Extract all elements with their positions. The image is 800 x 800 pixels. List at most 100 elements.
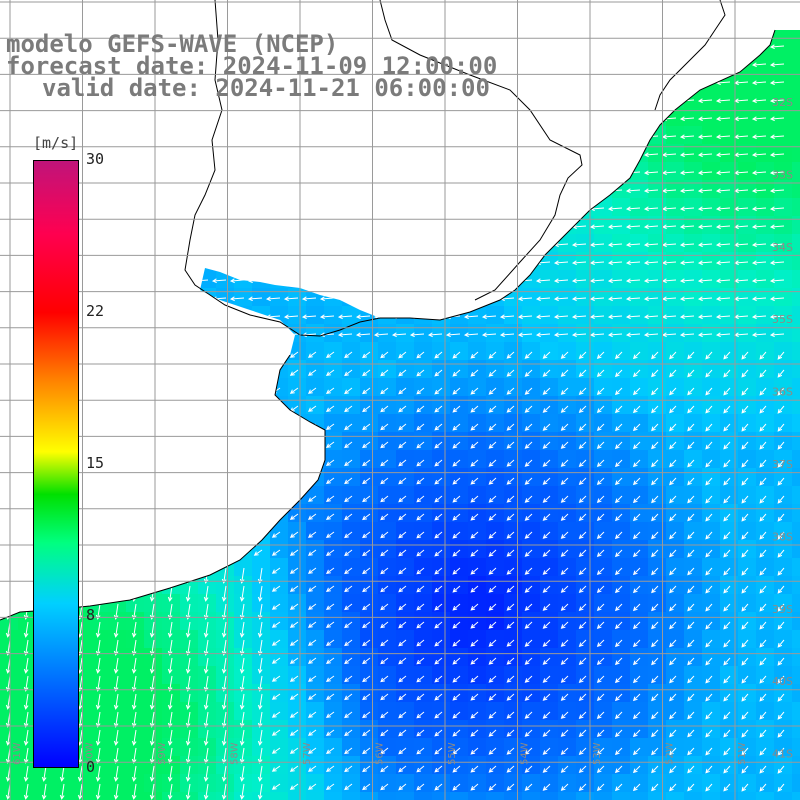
field-cell (252, 252, 270, 270)
wind-arrow (578, 585, 587, 594)
wind-arrow (301, 278, 317, 284)
wind-arrow (777, 711, 785, 720)
wind-arrow (553, 278, 569, 284)
field-cell (432, 396, 450, 414)
wind-arrow (1, 351, 11, 357)
wind-arrow (445, 296, 461, 302)
field-cell (198, 396, 216, 414)
wind-arrow (221, 567, 227, 584)
wind-arrow (211, 206, 227, 212)
field-cell (234, 288, 252, 306)
wind-arrow (398, 585, 407, 593)
field-cell (756, 270, 774, 288)
wind-arrow (139, 332, 155, 338)
wind-arrow (127, 441, 137, 448)
wind-arrow (463, 134, 479, 140)
field-cell (468, 270, 486, 288)
wind-arrow (705, 549, 713, 558)
field-cell (108, 702, 126, 720)
wind-arrow (499, 98, 515, 104)
field-cell (432, 720, 450, 738)
wind-arrow (524, 621, 533, 629)
wind-arrow (607, 80, 623, 86)
field-cell (90, 612, 108, 630)
wind-arrow (185, 747, 191, 764)
wind-arrow (759, 351, 767, 360)
wind-arrow (759, 675, 767, 684)
wind-arrow (578, 423, 587, 432)
field-cell (702, 306, 720, 324)
field-cell (630, 738, 648, 756)
field-cell (684, 180, 702, 198)
field-cell (108, 648, 126, 666)
field-cell (684, 90, 702, 108)
wind-arrow (643, 62, 659, 68)
field-cell (252, 414, 270, 432)
wind-arrow (157, 278, 173, 284)
field-cell (630, 396, 648, 414)
field-cell (648, 180, 666, 198)
field-cell (216, 342, 234, 360)
field-cell (522, 792, 540, 800)
field-cell (450, 162, 468, 180)
wind-arrow (380, 675, 389, 683)
wind-arrow (149, 711, 155, 728)
longitude-label: 53W (592, 742, 603, 765)
field-cell (108, 450, 126, 468)
wind-arrow (488, 711, 497, 719)
wind-arrow (163, 387, 173, 394)
field-cell (414, 396, 432, 414)
wind-arrow (416, 639, 425, 647)
wind-arrow (181, 549, 191, 556)
field-cell (234, 756, 252, 774)
wind-arrow (705, 513, 713, 522)
wind-arrow (524, 675, 533, 683)
wind-arrow (632, 531, 641, 540)
wind-arrow (715, 98, 731, 104)
field-cell (540, 720, 558, 738)
wind-arrow (409, 296, 425, 302)
wind-arrow (651, 657, 659, 666)
field-cell (450, 612, 468, 630)
wind-arrow (121, 296, 137, 302)
wind-arrow (157, 152, 173, 158)
wind-arrow (109, 549, 119, 556)
field-cell (792, 576, 800, 594)
wind-arrow (524, 639, 533, 647)
wind-arrow (607, 44, 623, 50)
wind-arrow (488, 369, 497, 377)
field-cell (684, 702, 702, 720)
wind-arrow (632, 747, 641, 756)
longitude-label: 55W (447, 742, 458, 765)
field-cell (126, 306, 144, 324)
wind-arrow (199, 441, 209, 448)
wind-arrow (715, 152, 731, 158)
field-cell (540, 792, 558, 800)
wind-arrow (434, 531, 443, 539)
field-cell (270, 234, 288, 252)
field-cell (144, 486, 162, 504)
wind-arrow (488, 585, 497, 593)
field-cell (504, 342, 522, 360)
field-cell (630, 432, 648, 450)
field-cell (378, 630, 396, 648)
wind-arrow (247, 134, 263, 140)
field-cell (162, 306, 180, 324)
field-cell (540, 648, 558, 666)
wind-arrow (13, 242, 29, 248)
field-cell (720, 324, 738, 342)
wind-arrow (211, 152, 227, 158)
wind-arrow (181, 459, 191, 466)
field-cell (594, 684, 612, 702)
field-cell (504, 234, 522, 252)
wind-arrow (375, 9, 388, 13)
wind-arrow (643, 314, 659, 320)
wind-arrow (769, 134, 785, 140)
field-cell (612, 324, 630, 342)
wind-arrow (589, 170, 605, 176)
wind-arrow (517, 116, 533, 122)
field-cell (648, 234, 666, 252)
wind-arrow (705, 477, 713, 486)
wind-arrow (481, 206, 497, 212)
wind-arrow (759, 639, 767, 648)
